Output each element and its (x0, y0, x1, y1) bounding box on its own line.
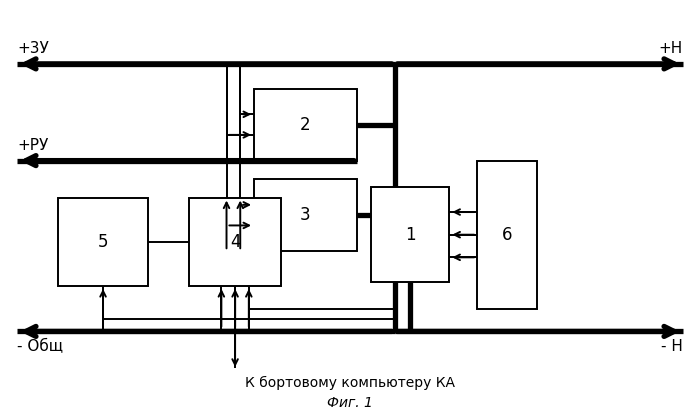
Bar (189, 198, 281, 286)
Text: 3: 3 (300, 206, 311, 224)
Text: 6: 6 (502, 226, 512, 244)
Text: 5: 5 (98, 233, 108, 251)
Text: К бортовому компьютеру КА: К бортовому компьютеру КА (245, 376, 455, 390)
Text: Фиг. 1: Фиг. 1 (327, 396, 373, 410)
Text: +Н: +Н (659, 41, 682, 55)
Text: - Н: - Н (661, 339, 682, 354)
Text: - Общ: - Общ (18, 339, 64, 354)
Text: 4: 4 (230, 233, 240, 251)
Text: 1: 1 (405, 226, 415, 244)
Text: +РУ: +РУ (18, 138, 48, 153)
Bar (254, 179, 357, 251)
Text: 2: 2 (300, 116, 311, 134)
Bar (477, 160, 538, 309)
Bar (370, 187, 449, 282)
Bar (58, 198, 148, 286)
Text: +3У: +3У (18, 41, 49, 55)
Bar (254, 89, 357, 160)
